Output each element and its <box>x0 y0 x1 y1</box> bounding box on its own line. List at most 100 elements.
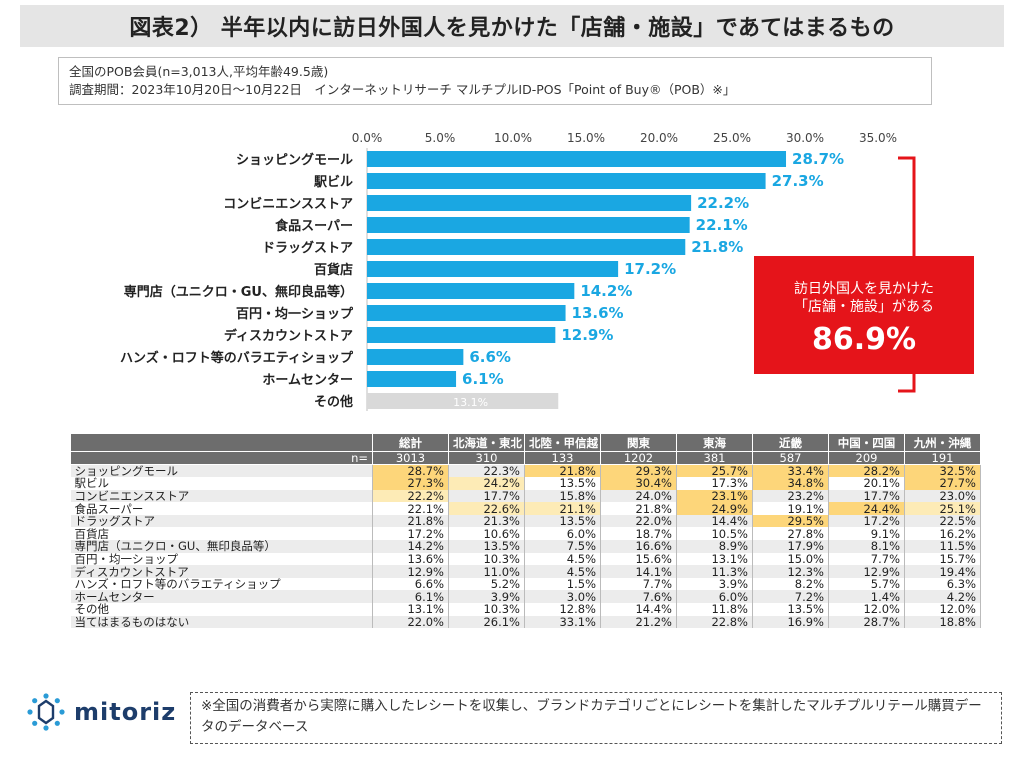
value-cell: 10.6% <box>448 527 525 541</box>
value-cell: 11.8% <box>676 603 753 616</box>
row-label-cell: 専門店（ユニクロ・GU、無印良品等） <box>70 540 373 553</box>
column-header: 北陸・甲信越 <box>524 433 601 452</box>
table-row: 百貨店 17.2% 10.6% 6.0% 18.7% 10.5% 27.8% 9.1% 16.2… <box>70 527 981 541</box>
value-cell: 22.0% <box>600 514 677 528</box>
value-cell: 13.1% <box>676 552 753 566</box>
value-cell: 11.3% <box>676 565 753 578</box>
value-cell: 19.1% <box>752 502 829 515</box>
table-row: 食品スーパー 22.1% 22.6% 21.1% 21.8% 24.9% 19.1% 24.4… <box>70 502 981 515</box>
row-label-cell: ホームセンター <box>70 590 373 604</box>
value-cell: 3.9% <box>676 577 753 591</box>
n-value-cell: 209 <box>828 451 905 465</box>
value-cell: 4.2% <box>904 590 981 604</box>
value-cell: 33.1% <box>524 615 601 629</box>
value-cell: 3.0% <box>524 590 601 604</box>
value-cell: 23.0% <box>904 489 981 503</box>
data-label: 14.2% <box>580 282 632 300</box>
n-value-cell: 587 <box>752 451 829 465</box>
category-label: ハンズ・ロフト等のバラエティショップ <box>120 350 354 366</box>
table-row: ディスカウントストア 12.9% 11.0% 4.5% 14.1% 11.3% 12.3% 1… <box>70 565 981 578</box>
value-cell: 12.0% <box>904 603 981 616</box>
category-label: 駅ビル <box>313 174 353 190</box>
column-header: 中国・四国 <box>828 433 905 452</box>
value-cell: 21.8% <box>600 502 677 515</box>
value-cell: 22.5% <box>904 514 981 528</box>
n-value-cell: 310 <box>448 451 525 465</box>
value-cell: 14.1% <box>600 565 677 578</box>
value-cell: 13.5% <box>752 603 829 616</box>
value-cell: 1.4% <box>828 590 905 604</box>
x-tick-label: 25.0% <box>713 131 751 145</box>
value-cell: 24.0% <box>600 489 677 503</box>
survey-period-text: 調査期間：2023年10月20日～10月22日 インターネットリサーチ マルチプ… <box>69 82 736 97</box>
n-value-cell: 1202 <box>600 451 677 465</box>
value-cell: 28.2% <box>828 464 905 478</box>
value-cell: 5.7% <box>828 577 905 591</box>
bar <box>367 217 690 233</box>
table-row: 専門店（ユニクロ・GU、無印良品等） 14.2% 13.5% 7.5% 16.6% 8.9… <box>70 540 981 553</box>
value-cell: 24.4% <box>828 502 905 515</box>
x-tick-label: 20.0% <box>640 131 678 145</box>
row-label-cell: コンビニエンスストア <box>70 489 373 503</box>
row-label-cell: 駅ビル <box>70 477 373 490</box>
value-cell: 30.4% <box>600 477 677 490</box>
data-label: 22.1% <box>696 216 748 234</box>
value-cell: 7.7% <box>828 552 905 566</box>
value-cell: 14.2% <box>372 540 449 553</box>
value-cell: 6.3% <box>904 577 981 591</box>
category-label: ショッピングモール <box>236 152 353 168</box>
data-label: 6.6% <box>469 348 511 366</box>
category-label: 専門店（ユニクロ・GU、無印良品等） <box>124 284 353 300</box>
value-cell: 19.4% <box>904 565 981 578</box>
value-cell: 28.7% <box>372 464 449 478</box>
value-cell: 10.5% <box>676 527 753 541</box>
data-label: 13.6% <box>572 304 624 322</box>
value-cell: 12.3% <box>752 565 829 578</box>
bar <box>367 173 766 189</box>
value-cell: 26.1% <box>448 615 525 629</box>
column-header: 総計 <box>372 433 449 452</box>
value-cell: 17.9% <box>752 540 829 553</box>
x-tick-label: 30.0% <box>786 131 824 145</box>
region-breakdown-table: 総計 北海道・東北 北陸・甲信越 関東 東海 近畿 中国・四国 九州・沖縄 n= 3013 310… <box>70 433 981 629</box>
value-cell: 13.5% <box>524 514 601 528</box>
data-label: 21.8% <box>691 238 743 256</box>
data-label: 6.1% <box>462 370 504 388</box>
row-label-cell: 百貨店 <box>70 527 373 541</box>
row-label-cell: ショッピングモール <box>70 464 373 478</box>
value-cell: 9.1% <box>828 527 905 541</box>
value-cell: 6.0% <box>524 527 601 541</box>
value-cell: 23.1% <box>676 489 753 503</box>
bar <box>367 261 619 277</box>
bar-chart: 0.0% 5.0% 10.0% 15.0% 20.0% 25.0% 30.0% 35.0% ショ… <box>0 120 1024 420</box>
value-cell: 4.5% <box>524 565 601 578</box>
mitoriz-logo: mitoriz <box>26 692 176 732</box>
category-label: ディスカウントストア <box>224 328 353 344</box>
column-header: 関東 <box>600 433 677 452</box>
table-row: ショッピングモール 28.7% 22.3% 21.8% 29.3% 25.7% 33.4% 2… <box>70 464 981 478</box>
value-cell: 22.6% <box>448 502 525 515</box>
bar <box>367 239 686 255</box>
total-callout: 訪日外国人を見かけた 「店舗・施設」がある 86.9% <box>754 256 974 374</box>
value-cell: 22.3% <box>448 464 525 478</box>
table-row: ドラッグストア 21.8% 21.3% 13.5% 22.0% 14.4% 29.5% 17.… <box>70 514 981 528</box>
x-tick-label: 35.0% <box>859 131 897 145</box>
x-tick-label: 10.0% <box>494 131 532 145</box>
x-tick-label: 0.0% <box>352 131 383 145</box>
title-bar: 図表2） 半年以内に訪日外国人を見かけた「店舗・施設」であてはまるもの <box>20 5 1004 47</box>
callout-value: 86.9% <box>811 322 917 357</box>
bar <box>367 371 457 387</box>
value-cell: 16.6% <box>600 540 677 553</box>
bar <box>367 327 556 343</box>
x-tick-label: 15.0% <box>567 131 605 145</box>
value-cell: 27.8% <box>752 527 829 541</box>
row-label-cell: 食品スーパー <box>70 502 373 515</box>
table-header-row: 総計 北海道・東北 北陸・甲信越 関東 東海 近畿 中国・四国 九州・沖縄 <box>70 433 981 452</box>
n-value-cell: 191 <box>904 451 981 465</box>
callout-line1: 訪日外国人を見かけた <box>794 281 934 297</box>
category-label: ドラッグストア <box>262 240 353 256</box>
value-cell: 10.3% <box>448 603 525 616</box>
value-cell: 6.1% <box>372 590 449 604</box>
footnote-box: ※全国の消費者から実際に購入したレシートを収集し、ブランドカテゴリごとにレシート… <box>190 692 1002 744</box>
value-cell: 14.4% <box>676 514 753 528</box>
